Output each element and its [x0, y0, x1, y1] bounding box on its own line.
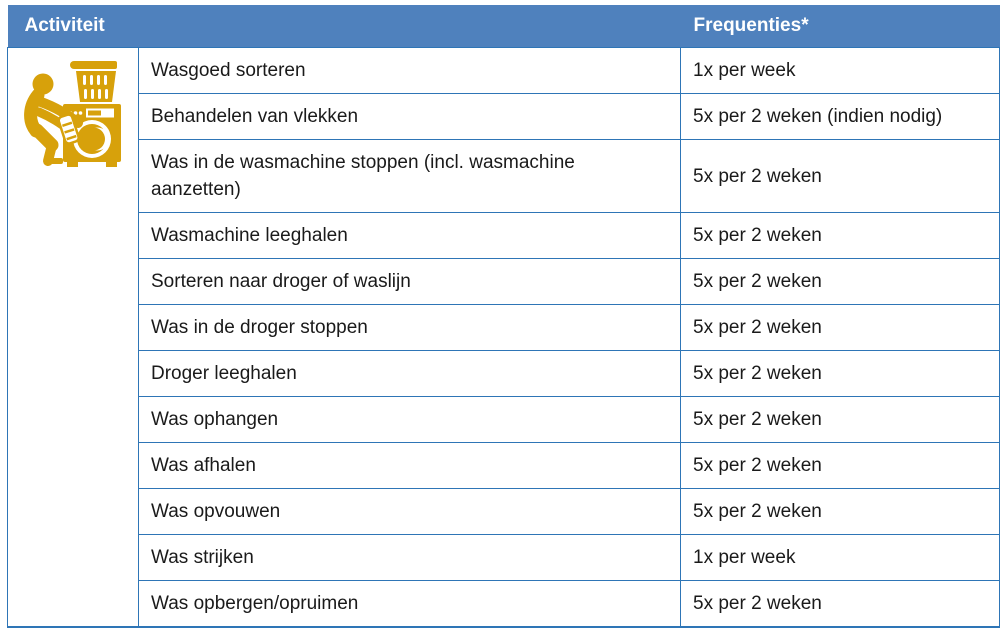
table-row: Wasmachine leeghalen 5x per 2 weken [8, 212, 1000, 259]
table-body: Wasgoed sorteren 1x per week Behandelen … [7, 47, 1000, 628]
frequency-cell: 5x per 2 weken [680, 442, 1000, 489]
laundry-icon [24, 61, 121, 167]
activity-cell: Was ophangen [138, 396, 681, 443]
icon-cell [7, 47, 139, 628]
table-row: Droger leeghalen 5x per 2 weken [8, 350, 1000, 397]
activity-cell: Was afhalen [138, 442, 681, 489]
table-row: Wasgoed sorteren 1x per week [7, 47, 1000, 628]
table-row: Was opbergen/opruimen 5x per 2 weken [8, 580, 1000, 628]
activity-cell: Was in de droger stoppen [138, 304, 681, 351]
activity-cell: Was opvouwen [138, 488, 681, 535]
activity-cell: Wasmachine leeghalen [138, 212, 681, 259]
frequency-cell: 5x per 2 weken [680, 488, 1000, 535]
table-row: Was in de droger stoppen 5x per 2 weken [8, 304, 1000, 351]
frequency-cell: 1x per week [680, 47, 1000, 94]
activity-cell: Droger leeghalen [138, 350, 681, 397]
frequency-cell: 5x per 2 weken [680, 580, 1000, 628]
header-row: Activiteit Frequenties* [7, 5, 1000, 48]
frequency-cell: 5x per 2 weken [680, 304, 1000, 351]
activity-cell: Wasgoed sorteren [138, 47, 681, 94]
column-header-activiteit: Activiteit [7, 5, 681, 48]
table-row: Sorteren naar droger of waslijn 5x per 2 … [8, 258, 1000, 305]
frequency-cell: 5x per 2 weken [680, 350, 1000, 397]
frequency-cell: 5x per 2 weken [680, 212, 1000, 259]
table-row: Behandelen van vlekken 5x per 2 weken (in… [8, 93, 1000, 140]
table-row: Was strijken 1x per week [8, 534, 1000, 581]
column-header-frequenties: Frequenties* [680, 5, 1000, 48]
table-row: Was ophangen 5x per 2 weken [8, 396, 1000, 443]
activity-cell: Was strijken [138, 534, 681, 581]
frequency-cell: 5x per 2 weken [680, 396, 1000, 443]
activity-cell: Was opbergen/opruimen [138, 580, 681, 628]
frequency-cell: 1x per week [680, 534, 1000, 581]
activity-cell: Was in de wasmachine stoppen (incl. wasm… [138, 139, 681, 213]
table-row: Was afhalen 5x per 2 weken [8, 442, 1000, 489]
activity-cell: Sorteren naar droger of waslijn [138, 258, 681, 305]
table-row: Was in de wasmachine stoppen (incl. wasm… [8, 139, 1000, 213]
activity-cell: Behandelen van vlekken [138, 93, 681, 140]
frequency-cell: 5x per 2 weken [680, 258, 1000, 305]
frequency-cell: 5x per 2 weken (indien nodig) [680, 93, 1000, 140]
frequency-cell: 5x per 2 weken [680, 139, 1000, 213]
table-row: Was opvouwen 5x per 2 weken [8, 488, 1000, 535]
activity-frequency-table: Activiteit Frequenties* [7, 5, 1000, 628]
